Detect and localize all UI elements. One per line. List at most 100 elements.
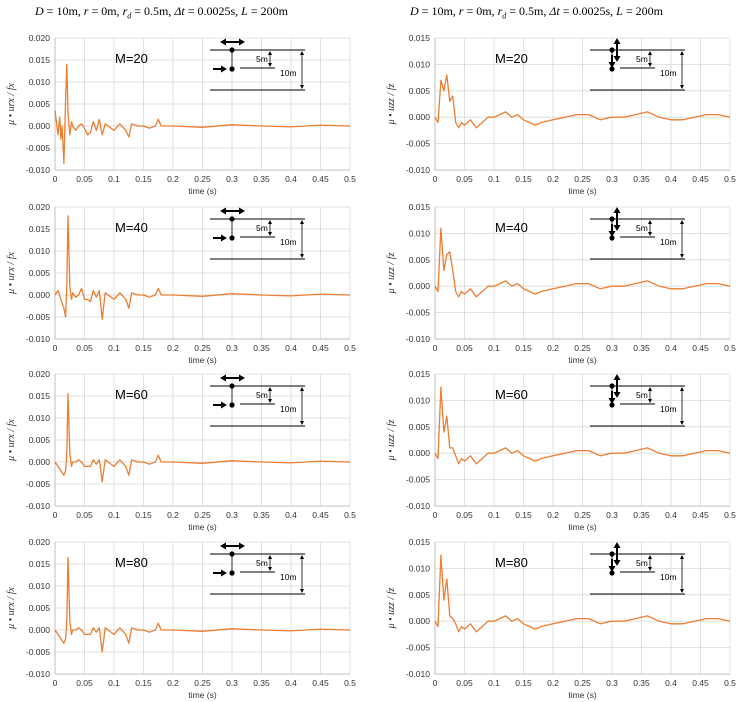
x-axis-label: time (s)	[568, 690, 597, 700]
x-tick-label: 0.25	[194, 174, 211, 184]
response-arrow-head	[608, 566, 616, 572]
series-label: M=80	[115, 555, 148, 570]
x-tick-label: 0.15	[135, 510, 152, 520]
response-arrow-head	[221, 65, 227, 73]
receiver-point	[229, 570, 235, 576]
x-tick-label: 0.4	[665, 678, 677, 688]
y-tick-label: 0.015	[29, 391, 51, 401]
load-arrow-up-head	[613, 542, 621, 548]
x-tick-label: 0.1	[488, 343, 500, 353]
chart-m60-vertical: -0.010 -0.005 0.000 0.005 0.010 0.015 0 0.05 0.1…	[386, 369, 736, 532]
series-label: M=80	[495, 555, 528, 570]
x-tick-label: 0	[433, 510, 438, 520]
dim-10m-label: 10m	[280, 404, 297, 414]
x-tick-label: 0.05	[456, 678, 473, 688]
chart-m80-vertical: -0.010 -0.005 0.000 0.005 0.010 0.015 0 0.05 0.1…	[386, 537, 736, 700]
dim-10m-label: 10m	[660, 404, 677, 414]
load-arrow-up-head	[613, 207, 621, 213]
x-tick-label: 0.2	[167, 174, 179, 184]
x-tick-label: 0	[53, 678, 58, 688]
series-label: M=40	[115, 220, 148, 235]
x-tick-label: 0.05	[456, 510, 473, 520]
y-tick-label: 0.000	[29, 290, 51, 300]
y-tick-label: 0.010	[29, 413, 51, 423]
receiver-point	[609, 66, 615, 72]
y-tick-label: 0.005	[29, 603, 51, 613]
chart-m40-vertical: -0.010 -0.005 0.000 0.005 0.010 0.015 0 0.05 0.1…	[386, 202, 736, 365]
x-axis-label: time (s)	[568, 522, 597, 532]
dim-5m-arrows	[268, 387, 272, 403]
dim-10m-label: 10m	[280, 572, 297, 582]
x-tick-label: 0.1	[108, 510, 120, 520]
load-arrow-up-head	[613, 374, 621, 380]
dim-10m-arrows	[680, 387, 684, 425]
source-point	[229, 47, 235, 53]
x-tick-label: 0.05	[76, 510, 93, 520]
series-label: M=20	[115, 51, 148, 66]
series-line	[434, 227, 731, 298]
source-point	[609, 216, 615, 222]
x-tick-label: 0.2	[547, 510, 559, 520]
dim-5m-arrows	[268, 220, 272, 236]
dim-10m-label: 10m	[280, 68, 297, 78]
dim-10m-arrows	[680, 51, 684, 89]
x-tick-label: 0.25	[194, 343, 211, 353]
x-tick-label: 0.4	[665, 510, 677, 520]
y-axis-label: μ • uzz / fz	[386, 84, 397, 126]
x-tick-label: 0.45	[312, 343, 329, 353]
x-tick-label: 0.5	[344, 174, 356, 184]
y-tick-label: 0.000	[29, 457, 51, 467]
y-tick-label: -0.005	[406, 308, 430, 318]
y-tick-label: 0.000	[409, 112, 431, 122]
y-tick-label: 0.015	[409, 369, 431, 379]
load-arrow-down-head	[613, 392, 621, 398]
x-tick-label: 0.05	[76, 174, 93, 184]
series-line	[54, 63, 351, 165]
y-tick-label: 0.010	[29, 77, 51, 87]
y-tick-label: 0.000	[409, 281, 431, 291]
inset-diagram: 5m 10m	[210, 374, 305, 427]
x-tick-label: 0.3	[606, 343, 618, 353]
y-tick-label: 0.020	[29, 537, 51, 547]
load-arrow-right-head	[239, 542, 245, 550]
x-tick-label: 0.35	[253, 510, 270, 520]
dim-10m-arrows	[300, 51, 304, 89]
source-point	[229, 383, 235, 389]
x-tick-label: 0	[53, 510, 58, 520]
x-tick-label: 0.4	[285, 343, 297, 353]
x-tick-label: 0.45	[692, 174, 709, 184]
dim-5m-arrows	[648, 220, 652, 236]
x-tick-label: 0.35	[253, 343, 270, 353]
x-tick-label: 0.25	[194, 510, 211, 520]
x-tick-label: 0.1	[488, 174, 500, 184]
x-tick-label: 0.45	[312, 678, 329, 688]
y-tick-label: -0.010	[406, 334, 430, 344]
x-tick-label: 0.3	[606, 174, 618, 184]
x-tick-label: 0.35	[633, 678, 650, 688]
y-axis-label: μ • urx / fx	[6, 252, 17, 295]
load-arrow-left-head	[220, 207, 226, 215]
x-tick-label: 0.25	[574, 343, 591, 353]
y-tick-label: 0.015	[29, 559, 51, 569]
x-tick-label: 0.05	[76, 678, 93, 688]
receiver-point	[609, 570, 615, 576]
x-tick-label: 0.45	[692, 678, 709, 688]
y-tick-label: 0.005	[29, 435, 51, 445]
x-tick-label: 0.2	[547, 678, 559, 688]
x-tick-label: 0.4	[665, 174, 677, 184]
y-tick-label: 0.005	[29, 268, 51, 278]
y-tick-label: 0.020	[29, 369, 51, 379]
load-arrow-down-head	[613, 56, 621, 62]
y-tick-label: -0.005	[26, 143, 50, 153]
y-tick-label: 0.015	[409, 537, 431, 547]
chart-m20-horizontal: -0.010 -0.005 0.000 0.005 0.010 0.015 0.020 0 0.…	[6, 33, 356, 196]
response-arrow-head	[608, 231, 616, 237]
y-tick-label: -0.010	[406, 501, 430, 511]
x-tick-label: 0.1	[108, 343, 120, 353]
y-tick-label: 0.000	[29, 121, 51, 131]
series-label: M=60	[115, 387, 148, 402]
load-arrow-left-head	[220, 38, 226, 46]
x-tick-label: 0.25	[574, 174, 591, 184]
y-tick-label: 0.000	[29, 625, 51, 635]
x-tick-label: 0.25	[194, 678, 211, 688]
